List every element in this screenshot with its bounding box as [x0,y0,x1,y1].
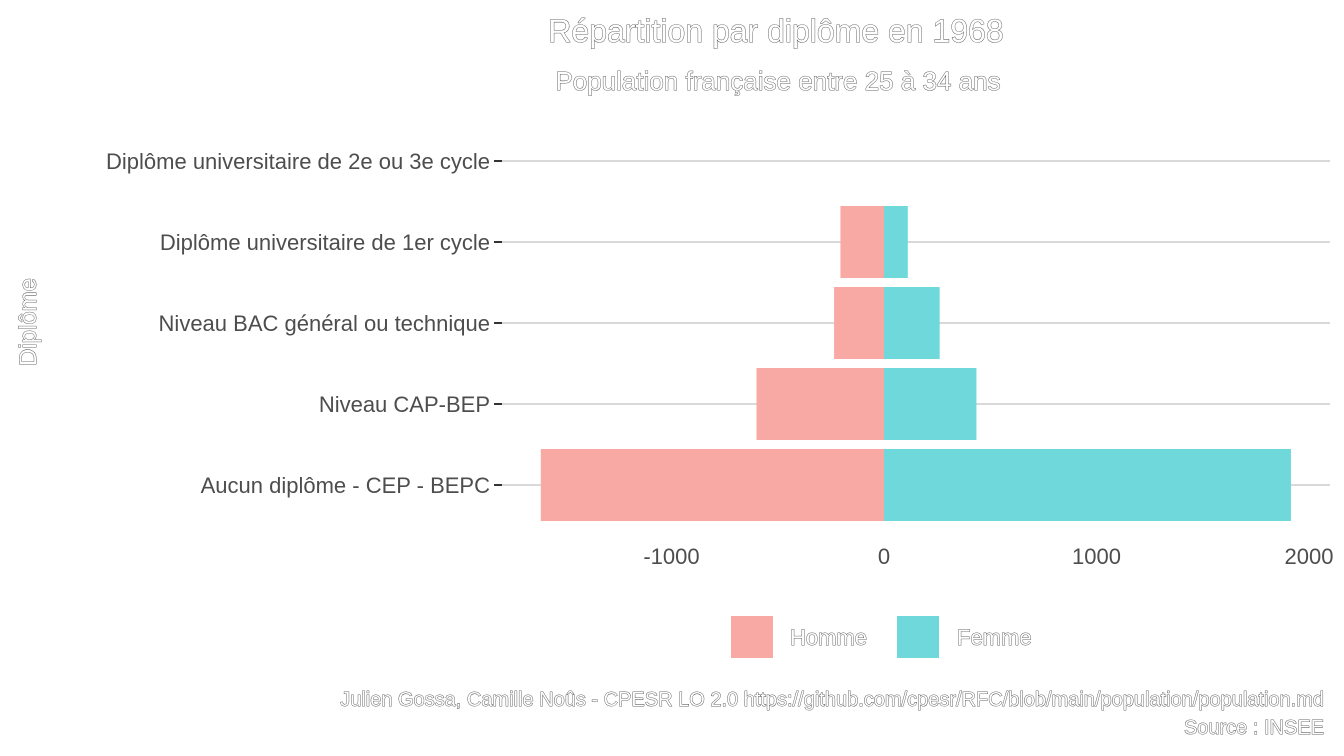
bar-femme [884,449,1291,521]
category-label: Niveau BAC général ou technique [159,311,490,336]
category-label: Aucun diplôme - CEP - BEPC [201,473,490,498]
category-label: Diplôme universitaire de 2e ou 3e cycle [106,149,490,174]
x-tick-label: 1000 [1072,544,1121,569]
bar-femme [884,368,977,440]
bar-femme [884,287,940,359]
chart-title: Répartition par diplôme en 1968 [548,13,1003,49]
category-label: Diplôme universitaire de 1er cycle [160,230,490,255]
x-tick-label: 0 [878,544,890,569]
caption-line: Julien Gossa, Camille Noûs - CPESR LO 2.… [340,689,1324,711]
bar-homme [840,206,884,278]
caption: Julien Gossa, Camille Noûs - CPESR LO 2.… [340,689,1325,740]
x-axis-ticks: -1000 0 1000 2000 [643,544,1333,569]
category-label: Niveau CAP-BEP [319,392,490,417]
y-axis-title: Diplôme [15,278,42,366]
legend-label-femme: Femme [957,625,1032,650]
bar-homme [834,287,884,359]
x-tick-label: -1000 [643,544,699,569]
bar-homme [756,368,884,440]
chart-subtitle: Population française entre 25 à 34 ans [555,66,1000,96]
x-tick-label: 2000 [1285,544,1334,569]
bars [540,206,1291,521]
caption-line: Source : INSEE [1184,717,1324,739]
bar-homme [540,449,884,521]
legend-key-homme [731,616,773,658]
legend-key-femme [897,616,939,658]
legend: Homme Femme [731,616,1032,658]
bar-femme [884,206,908,278]
legend-label-homme: Homme [790,625,867,650]
category-labels: Diplôme universitaire de 2e ou 3e cycle D… [106,149,502,498]
